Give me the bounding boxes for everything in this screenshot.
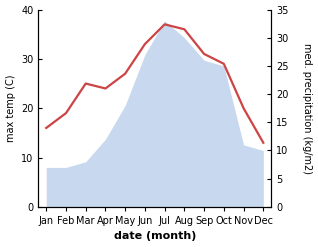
X-axis label: date (month): date (month) <box>114 231 196 242</box>
Y-axis label: med. precipitation (kg/m2): med. precipitation (kg/m2) <box>302 43 313 174</box>
Y-axis label: max temp (C): max temp (C) <box>5 74 16 142</box>
